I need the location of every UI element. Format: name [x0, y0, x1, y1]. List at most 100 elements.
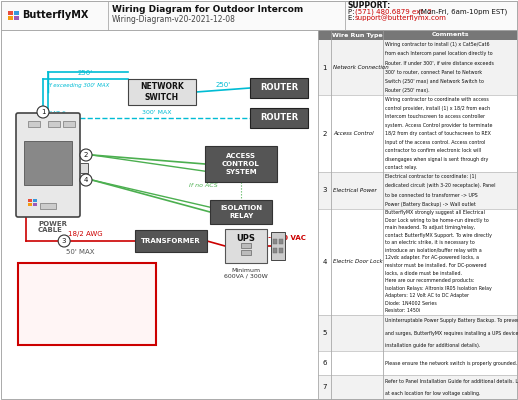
Text: Wiring contractor to install (1) x Cat5e/Cat6: Wiring contractor to install (1) x Cat5e…: [385, 42, 490, 47]
Text: Uninterruptable Power Supply Battery Backup. To prevent voltage drops: Uninterruptable Power Supply Battery Bac…: [385, 318, 518, 323]
Bar: [241, 250, 251, 255]
Text: SUPPORT:: SUPPORT:: [348, 2, 391, 10]
Bar: [318, 30, 517, 40]
Text: 110 - 120 VAC: 110 - 120 VAC: [251, 235, 306, 241]
Text: Wiring-Diagram-v20-2021-12-08: Wiring-Diagram-v20-2021-12-08: [112, 14, 236, 24]
Text: Router (250' max).: Router (250' max).: [385, 88, 429, 93]
Text: Network Connection: Network Connection: [333, 65, 388, 70]
Text: Electrical Power: Electrical Power: [333, 188, 377, 193]
Bar: [33, 202, 36, 206]
Text: at each location for low voltage cabling.: at each location for low voltage cabling…: [385, 390, 481, 396]
Text: locks, a diode must be installed.: locks, a diode must be installed.: [385, 270, 462, 276]
Text: Electrical contractor to coordinate: (1): Electrical contractor to coordinate: (1): [385, 174, 477, 179]
Text: Door Lock wiring to be home-run directly to: Door Lock wiring to be home-run directly…: [385, 218, 489, 223]
Text: * If run length: * If run length: [23, 308, 77, 317]
FancyBboxPatch shape: [16, 113, 80, 217]
Text: Refer to Panel Installation Guide for additional details. Leave 6' service loop: Refer to Panel Installation Guide for ad…: [385, 379, 518, 384]
Circle shape: [80, 149, 92, 161]
Bar: [273, 239, 277, 244]
Text: If exceeding 300' MAX: If exceeding 300' MAX: [48, 83, 109, 88]
Text: 50' MAX: 50' MAX: [66, 249, 95, 255]
Bar: [273, 248, 277, 253]
Text: Comments: Comments: [431, 32, 469, 38]
Bar: [279, 239, 283, 244]
Bar: [14, 16, 19, 20]
Bar: [40, 203, 56, 209]
Text: 2: 2: [322, 131, 327, 137]
Bar: [80, 162, 88, 172]
Circle shape: [80, 174, 92, 186]
Text: Resistor: 1450i: Resistor: 1450i: [385, 308, 420, 313]
Text: contact relay.: contact relay.: [385, 165, 417, 170]
Text: 3: 3: [322, 188, 327, 194]
Bar: [24, 141, 72, 185]
Bar: [48, 121, 60, 127]
Text: Power (Battery Backup) -> Wall outlet: Power (Battery Backup) -> Wall outlet: [385, 202, 476, 207]
Text: main headend. To adjust timing/relay,: main headend. To adjust timing/relay,: [385, 225, 475, 230]
Text: ButterflyMX strongly suggest all Electrical: ButterflyMX strongly suggest all Electri…: [385, 210, 485, 215]
Bar: [318, 375, 517, 399]
Bar: [33, 198, 36, 202]
Circle shape: [37, 106, 49, 118]
Bar: [14, 10, 19, 15]
Text: Access Control: Access Control: [333, 131, 373, 136]
Text: Diode: 1N4002 Series: Diode: 1N4002 Series: [385, 301, 437, 306]
Bar: [128, 79, 196, 105]
Text: resistor must be installed. For DC-powered: resistor must be installed. For DC-power…: [385, 263, 486, 268]
Bar: [241, 243, 251, 248]
Text: UPS: UPS: [237, 234, 255, 243]
Text: 2: 2: [84, 152, 88, 158]
Text: 18/2 AWG: 18/2 AWG: [68, 231, 103, 237]
Text: to be connected to transformer -> UPS: to be connected to transformer -> UPS: [385, 192, 478, 198]
Text: Input of the access control. Access control: Input of the access control. Access cont…: [385, 140, 485, 145]
Bar: [8, 16, 12, 20]
Text: 3: 3: [62, 238, 66, 244]
Text: POWER: POWER: [38, 221, 67, 227]
Text: 7: 7: [322, 384, 327, 390]
Bar: [250, 108, 308, 128]
Text: ROUTER: ROUTER: [260, 84, 298, 92]
Text: Wiring Diagram for Outdoor Intercom: Wiring Diagram for Outdoor Intercom: [112, 4, 303, 14]
Text: 250': 250': [215, 82, 231, 88]
Text: support@butterflymx.com: support@butterflymx.com: [355, 15, 447, 21]
Text: 5: 5: [322, 330, 327, 336]
Bar: [1, 1, 517, 30]
Text: (Mon-Fri, 6am-10pm EST): (Mon-Fri, 6am-10pm EST): [416, 9, 507, 15]
Bar: [250, 78, 308, 98]
Bar: [318, 96, 517, 172]
Text: introduce an isolation/buffer relay with a: introduce an isolation/buffer relay with…: [385, 248, 482, 253]
Bar: [28, 202, 32, 206]
Text: Switch (250' max) and Network Switch to: Switch (250' max) and Network Switch to: [385, 79, 484, 84]
Bar: [210, 200, 272, 224]
Text: contractor to confirm electronic lock will: contractor to confirm electronic lock wi…: [385, 148, 481, 153]
Text: 12vdc adapter. For AC-powered locks, a: 12vdc adapter. For AC-powered locks, a: [385, 256, 479, 260]
Text: Router. If under 300', if wire distance exceeds: Router. If under 300', if wire distance …: [385, 60, 494, 66]
Bar: [135, 230, 207, 252]
Bar: [28, 121, 40, 127]
Text: installation guide for additional details).: installation guide for additional detail…: [385, 343, 480, 348]
Text: E:: E:: [348, 15, 357, 21]
Bar: [8, 10, 12, 15]
Bar: [318, 172, 517, 209]
Bar: [271, 232, 285, 260]
Text: 1: 1: [322, 65, 327, 71]
Text: consider using: consider using: [23, 327, 79, 336]
Text: Isolation Relays: Altronix IR05 Isolation Relay: Isolation Relays: Altronix IR05 Isolatio…: [385, 286, 492, 291]
Text: 300' to router, connect Panel to Network: 300' to router, connect Panel to Network: [385, 70, 482, 75]
Text: ROUTER: ROUTER: [260, 114, 298, 122]
Bar: [279, 248, 283, 253]
Text: 100 - 180' >> 14 AWG: 100 - 180' >> 14 AWG: [23, 280, 117, 288]
Text: disengages when signal is sent through dry: disengages when signal is sent through d…: [385, 157, 488, 162]
Text: Electric Door Lock: Electric Door Lock: [333, 259, 383, 264]
Text: 18/2 from dry contact of touchscreen to REX: 18/2 from dry contact of touchscreen to …: [385, 131, 491, 136]
Text: exceeds 200': exceeds 200': [23, 318, 73, 326]
Text: 4: 4: [322, 259, 327, 265]
Text: and surges, ButterflyMX requires installing a UPS device (see panel: and surges, ButterflyMX requires install…: [385, 330, 518, 336]
Text: ButterflyMX: ButterflyMX: [22, 10, 89, 20]
Text: TRANSFORMER: TRANSFORMER: [141, 238, 201, 244]
Text: Wiring contractor to coordinate with access: Wiring contractor to coordinate with acc…: [385, 97, 489, 102]
Text: to an electric strike, it is necessary to: to an electric strike, it is necessary t…: [385, 240, 475, 245]
Bar: [28, 198, 32, 202]
Bar: [205, 146, 277, 182]
Text: ISOLATION
RELAY: ISOLATION RELAY: [220, 205, 262, 219]
